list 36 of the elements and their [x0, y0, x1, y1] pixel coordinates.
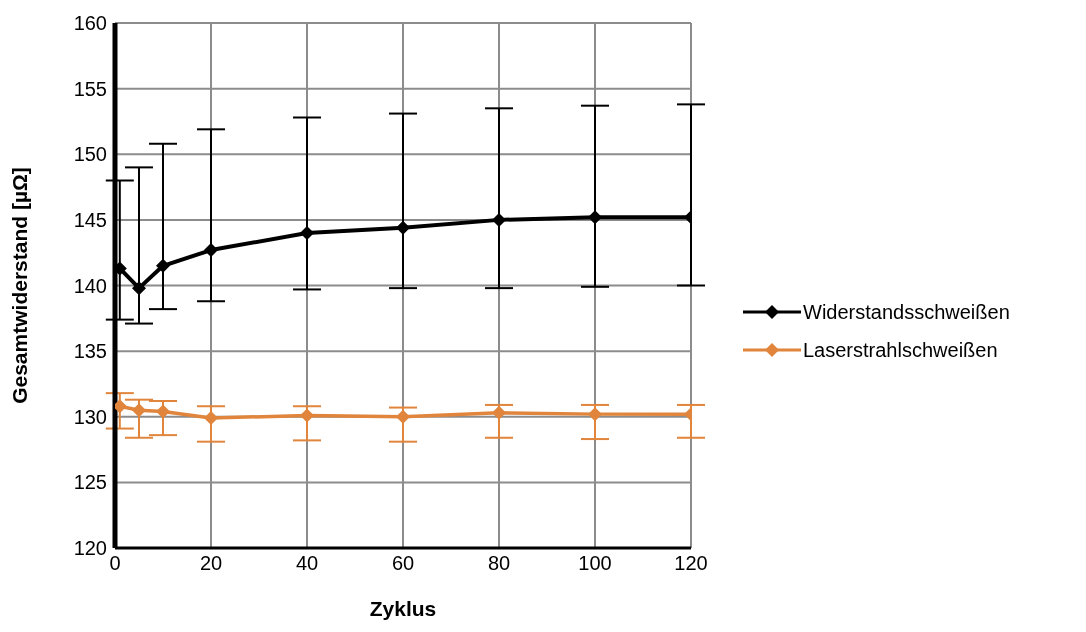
x-tick-label: 0 [109, 552, 121, 575]
x-tick-label: 40 [295, 552, 319, 575]
x-tick-label: 80 [487, 552, 511, 575]
y-tick-label: 135 [73, 340, 107, 363]
point [115, 261, 127, 276]
point [156, 258, 170, 273]
x-tick-label: 120 [674, 552, 708, 575]
y-tick-label: 130 [73, 405, 107, 428]
y-tick-label: 140 [73, 274, 107, 297]
point [396, 220, 410, 235]
y-tick-label: 120 [73, 537, 107, 560]
x-axis-title: Zyklus [369, 597, 437, 620]
point [204, 243, 218, 258]
x-tick-label: 20 [199, 552, 223, 575]
point [300, 226, 314, 240]
point [588, 210, 602, 225]
legend-label: Widerstandsschweißen [803, 300, 1010, 324]
x-tick-label: 60 [391, 552, 415, 575]
point [132, 281, 146, 296]
x-tick-label: 100 [578, 552, 612, 575]
point [300, 408, 314, 423]
point [396, 409, 410, 424]
point [492, 405, 506, 420]
y-tick-label: 160 [73, 12, 107, 35]
y-axis-title: Gesamtwiderstand [µΩ] [8, 167, 32, 404]
y-tick-label: 145 [73, 208, 107, 231]
y-tick-label: 125 [73, 471, 107, 494]
point [588, 407, 602, 422]
point [132, 403, 146, 418]
point [156, 404, 170, 419]
y-tick-label: 155 [73, 77, 107, 100]
point [115, 399, 127, 414]
point [492, 212, 506, 227]
point [204, 411, 218, 426]
y-tick-label: 150 [73, 143, 107, 166]
legend-label: Laserstrahlschweißen [803, 338, 998, 362]
